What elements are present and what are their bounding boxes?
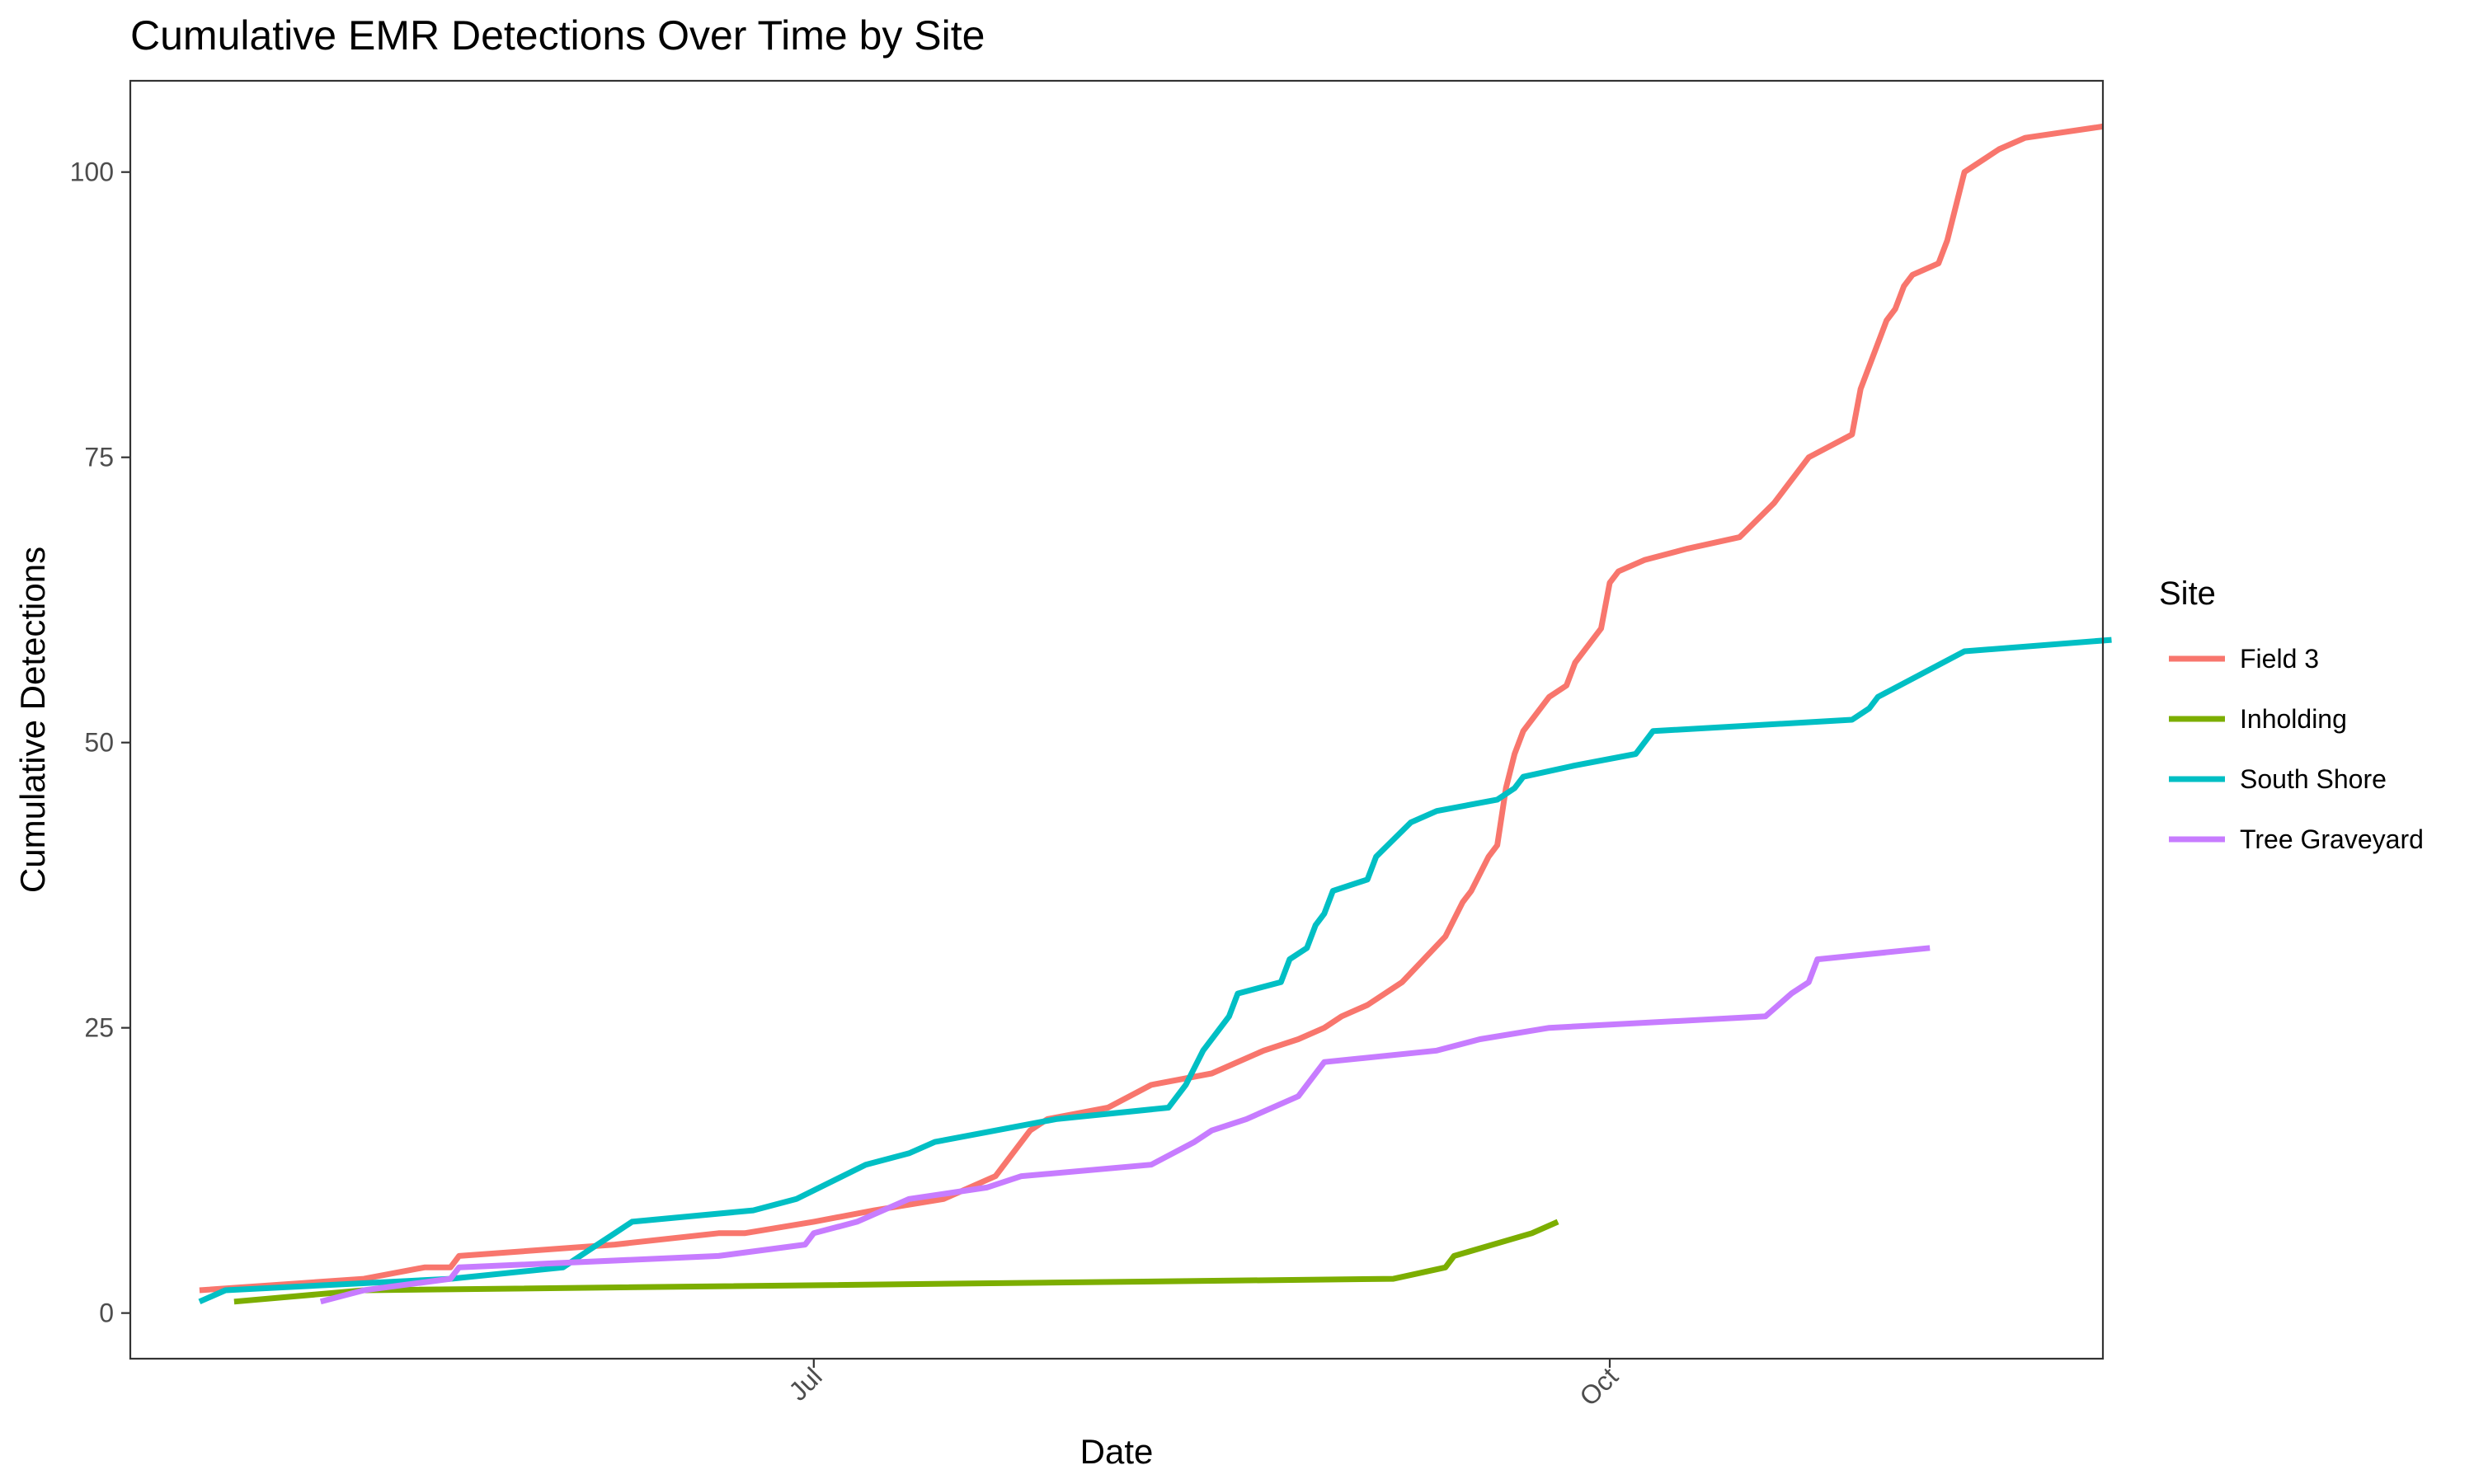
y-tick-label: 75 xyxy=(84,443,114,472)
y-tick-label: 0 xyxy=(99,1298,114,1328)
series-line-south-shore xyxy=(198,636,2112,1305)
y-tick-label: 100 xyxy=(70,157,114,187)
y-axis-title: Cumulative Detections xyxy=(13,547,52,893)
x-axis-title: Date xyxy=(1080,1432,1154,1471)
y-tick-label: 25 xyxy=(84,1013,114,1043)
series-line-tree-graveyard xyxy=(319,945,1931,1305)
series-layer xyxy=(198,123,2112,1305)
y-axis: 0 25 50 75 100 xyxy=(70,157,130,1328)
y-tick-label: 50 xyxy=(84,728,114,758)
series-line-field-3 xyxy=(199,123,2104,1294)
legend-label: Inholding xyxy=(2240,704,2347,734)
plot-panel xyxy=(130,81,2103,1359)
legend-label: Tree Graveyard xyxy=(2240,824,2424,854)
chart-title: Cumulative EMR Detections Over Time by S… xyxy=(130,12,985,59)
plot-area xyxy=(129,79,2112,1360)
legend-label: South Shore xyxy=(2240,764,2387,794)
legend-title: Site xyxy=(2159,575,2216,612)
plot-border xyxy=(129,79,2105,1360)
legend-label: Field 3 xyxy=(2240,644,2319,674)
legend: Site Field 3 Inholding South Shore Tree Gra… xyxy=(2159,575,2424,854)
